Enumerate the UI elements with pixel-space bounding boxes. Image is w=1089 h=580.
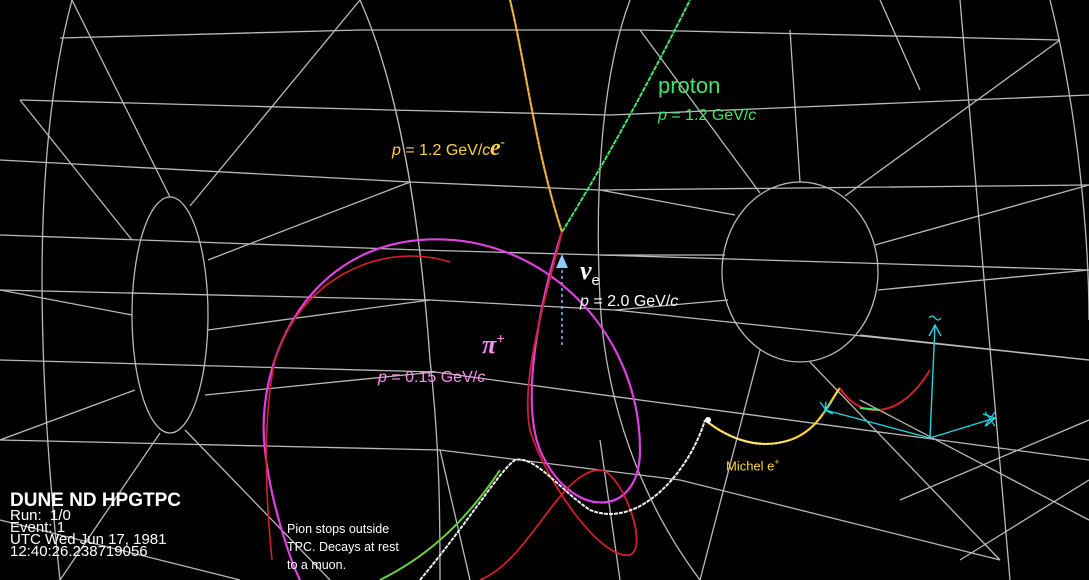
pion-note-line2: TPC. Decays at rest	[287, 540, 399, 554]
pion-note: Pion stops outside TPC. Decays at rest t…	[287, 520, 447, 574]
muon-track	[479, 231, 638, 580]
run-info: Run: 1/0	[10, 507, 71, 524]
pion-momentum: p = 0.15 GeV/c	[378, 369, 486, 386]
pion-note-line1: Pion stops outside	[287, 522, 390, 536]
electron-momentum: p = 1.2 GeV/c	[392, 142, 491, 159]
michel-label: Michel e+	[726, 457, 780, 474]
event-info: DUNE ND HPGTPC Run: 1/0 Event: 1 UTC Wed…	[10, 490, 182, 560]
detector-title: DUNE ND HPGTPC	[10, 490, 182, 511]
event-time: 12:40:26.238719056	[10, 543, 148, 560]
proton-momentum: p = 1.2 GeV/c	[658, 107, 757, 124]
event-info-line: Event: 1	[10, 519, 66, 536]
electron-symbol: e-	[490, 134, 505, 161]
axes-gizmo	[824, 323, 997, 439]
event-date: UTC Wed Jun 17, 1981	[10, 531, 167, 548]
pion-symbol: π+	[482, 330, 505, 359]
neutrino-arrow	[556, 254, 568, 345]
vertex-marker	[705, 417, 711, 423]
pion-note-line3: to a muon.	[287, 558, 347, 572]
secondary-track	[419, 419, 706, 580]
neutrino-momentum: p = 2.0 GeV/c	[580, 293, 679, 310]
neutrino-symbol: νe	[580, 256, 600, 290]
proton-track	[561, 0, 691, 233]
proton-name: proton	[658, 73, 721, 98]
pion-track	[262, 231, 642, 580]
michel-track	[704, 387, 841, 445]
axes-labels	[819, 315, 996, 427]
